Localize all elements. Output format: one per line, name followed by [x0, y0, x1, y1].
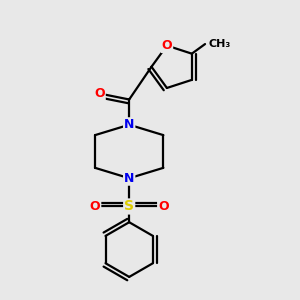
Text: N: N [124, 172, 134, 185]
Text: O: O [158, 200, 169, 213]
Text: O: O [162, 39, 172, 52]
Text: CH₃: CH₃ [208, 39, 231, 49]
Text: O: O [90, 200, 100, 213]
Text: S: S [124, 200, 134, 214]
Text: O: O [94, 87, 105, 100]
Text: N: N [124, 118, 134, 131]
